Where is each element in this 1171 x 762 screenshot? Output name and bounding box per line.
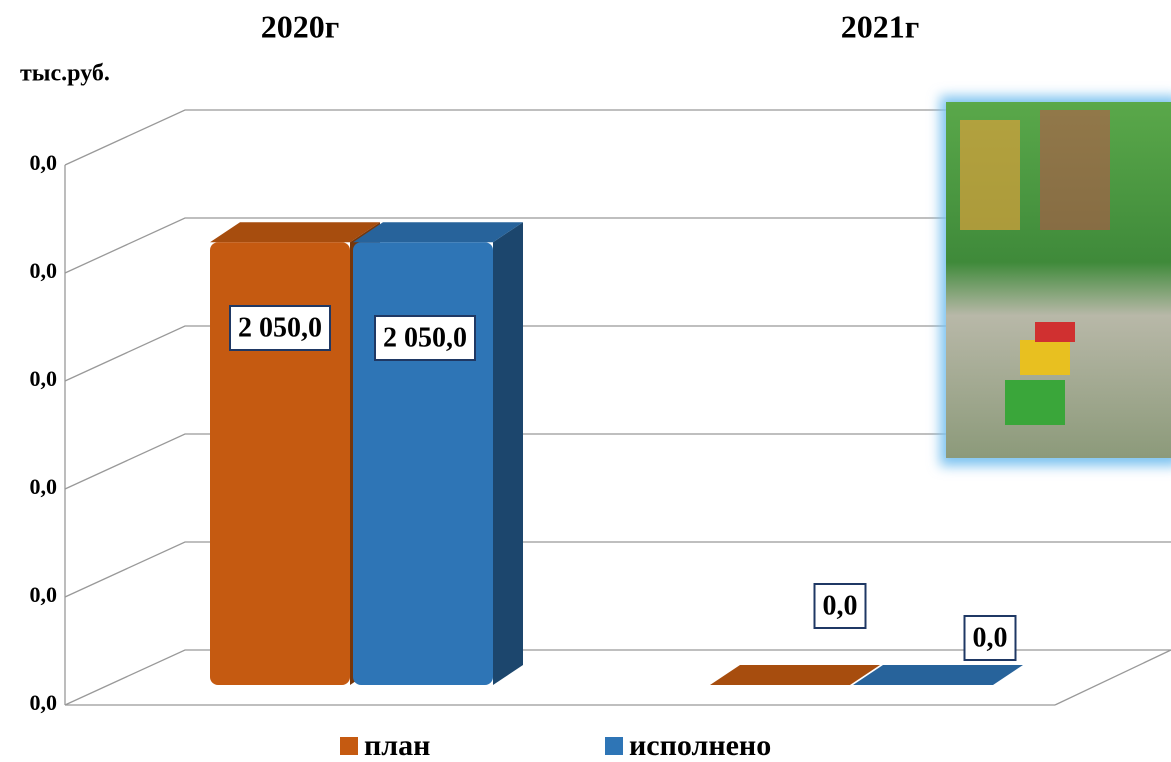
bar-front: [353, 242, 493, 685]
bar-top: [710, 665, 880, 685]
bar-front: [210, 242, 350, 685]
bar: [710, 665, 880, 685]
y-tick-label: 0,0: [30, 366, 58, 391]
bar: [853, 665, 1023, 685]
photo: [940, 96, 1171, 466]
legend-label: исполнено: [629, 729, 771, 762]
grid-line: [64, 433, 1171, 490]
data-label-text: 2 050,0: [383, 322, 467, 353]
y-tick-label: 0,0: [30, 258, 58, 283]
data-label-box: [229, 305, 331, 351]
grid-line: [64, 109, 1171, 166]
data-label-text: 0,0: [823, 590, 858, 621]
legend-swatch: [340, 737, 358, 755]
bar-top: [210, 222, 380, 243]
legend-label: план: [364, 729, 430, 762]
grid-line: [64, 325, 1171, 382]
category-label: 2020г: [261, 8, 340, 44]
data-label: 2 050,0: [229, 305, 331, 351]
legend-swatch: [605, 737, 623, 755]
data-label-box: [813, 583, 867, 629]
data-label: 0,0: [963, 615, 1017, 661]
grid-line: [64, 649, 1171, 706]
y-tick-label: 0,0: [30, 582, 58, 607]
bar: [353, 222, 523, 685]
bar-top: [353, 222, 523, 243]
y-tick-label: 0,0: [30, 690, 58, 715]
bar-side: [493, 222, 523, 685]
data-label-text: 2 050,0: [238, 312, 322, 343]
y-tick-label: 0,0: [30, 474, 58, 499]
grid-line: [64, 541, 1171, 598]
data-label: 0,0: [813, 583, 867, 629]
category-label: 2021г: [841, 8, 920, 44]
axis-floor-side: [1054, 649, 1171, 706]
grid-line: [64, 217, 1171, 274]
y-tick-label: 0,0: [30, 150, 58, 175]
data-label: 2 050,0: [374, 315, 476, 361]
plot-area: 0,0 0,0 0,0 0,0 0,0 0,0 2 050,0 2 050,0 0,0 0,0: [30, 109, 1171, 715]
data-label-box: [374, 315, 476, 361]
data-label-box: [963, 615, 1017, 661]
bar-top: [853, 665, 1023, 685]
y-axis-label: тыс.руб.: [20, 61, 110, 87]
data-label-text: 0,0: [973, 622, 1008, 653]
